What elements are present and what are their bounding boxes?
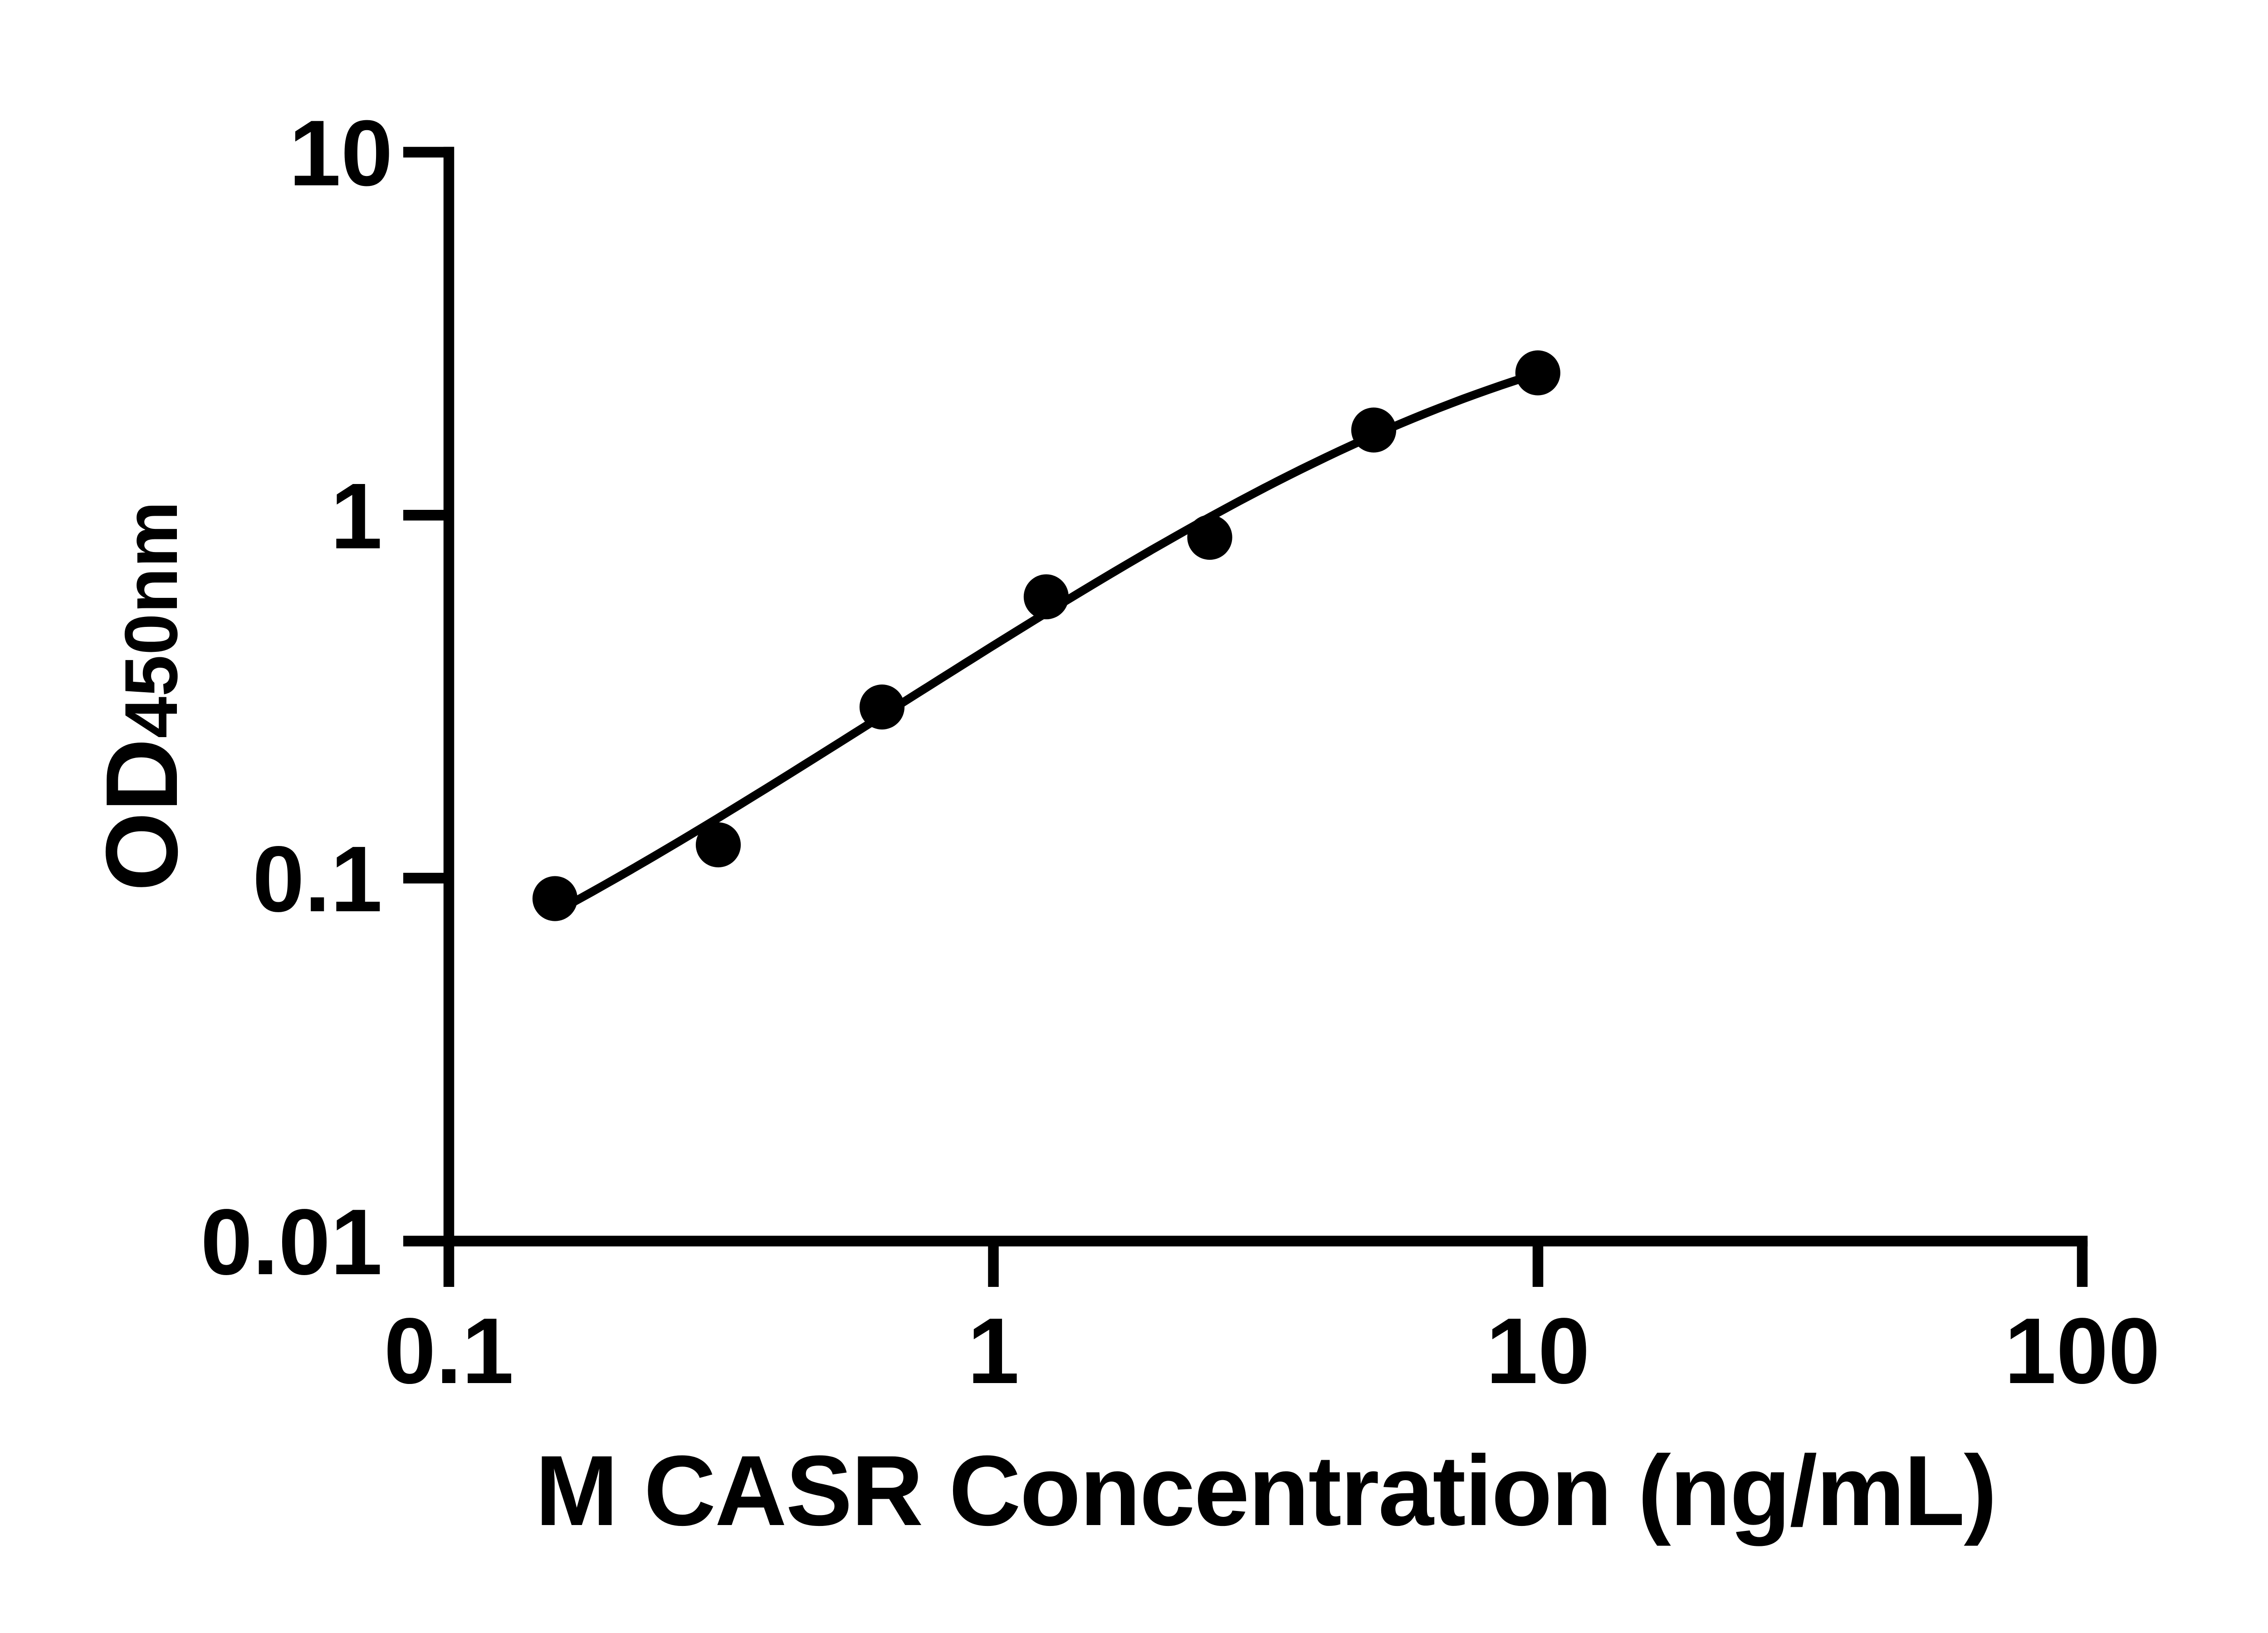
svg-text:10: 10 [289, 101, 393, 205]
svg-text:0.1: 0.1 [253, 827, 382, 931]
svg-text:0.1: 0.1 [384, 1299, 513, 1403]
svg-text:M CASR Concentration (ng/mL): M CASR Concentration (ng/mL) [535, 1435, 1996, 1546]
svg-text:0.01: 0.01 [200, 1190, 382, 1294]
svg-text:100: 100 [2004, 1299, 2160, 1403]
svg-text:1: 1 [968, 1299, 1020, 1403]
svg-text:10: 10 [1486, 1299, 1590, 1403]
svg-text:1: 1 [330, 464, 382, 568]
svg-text:OD450nm: OD450nm [84, 501, 199, 891]
